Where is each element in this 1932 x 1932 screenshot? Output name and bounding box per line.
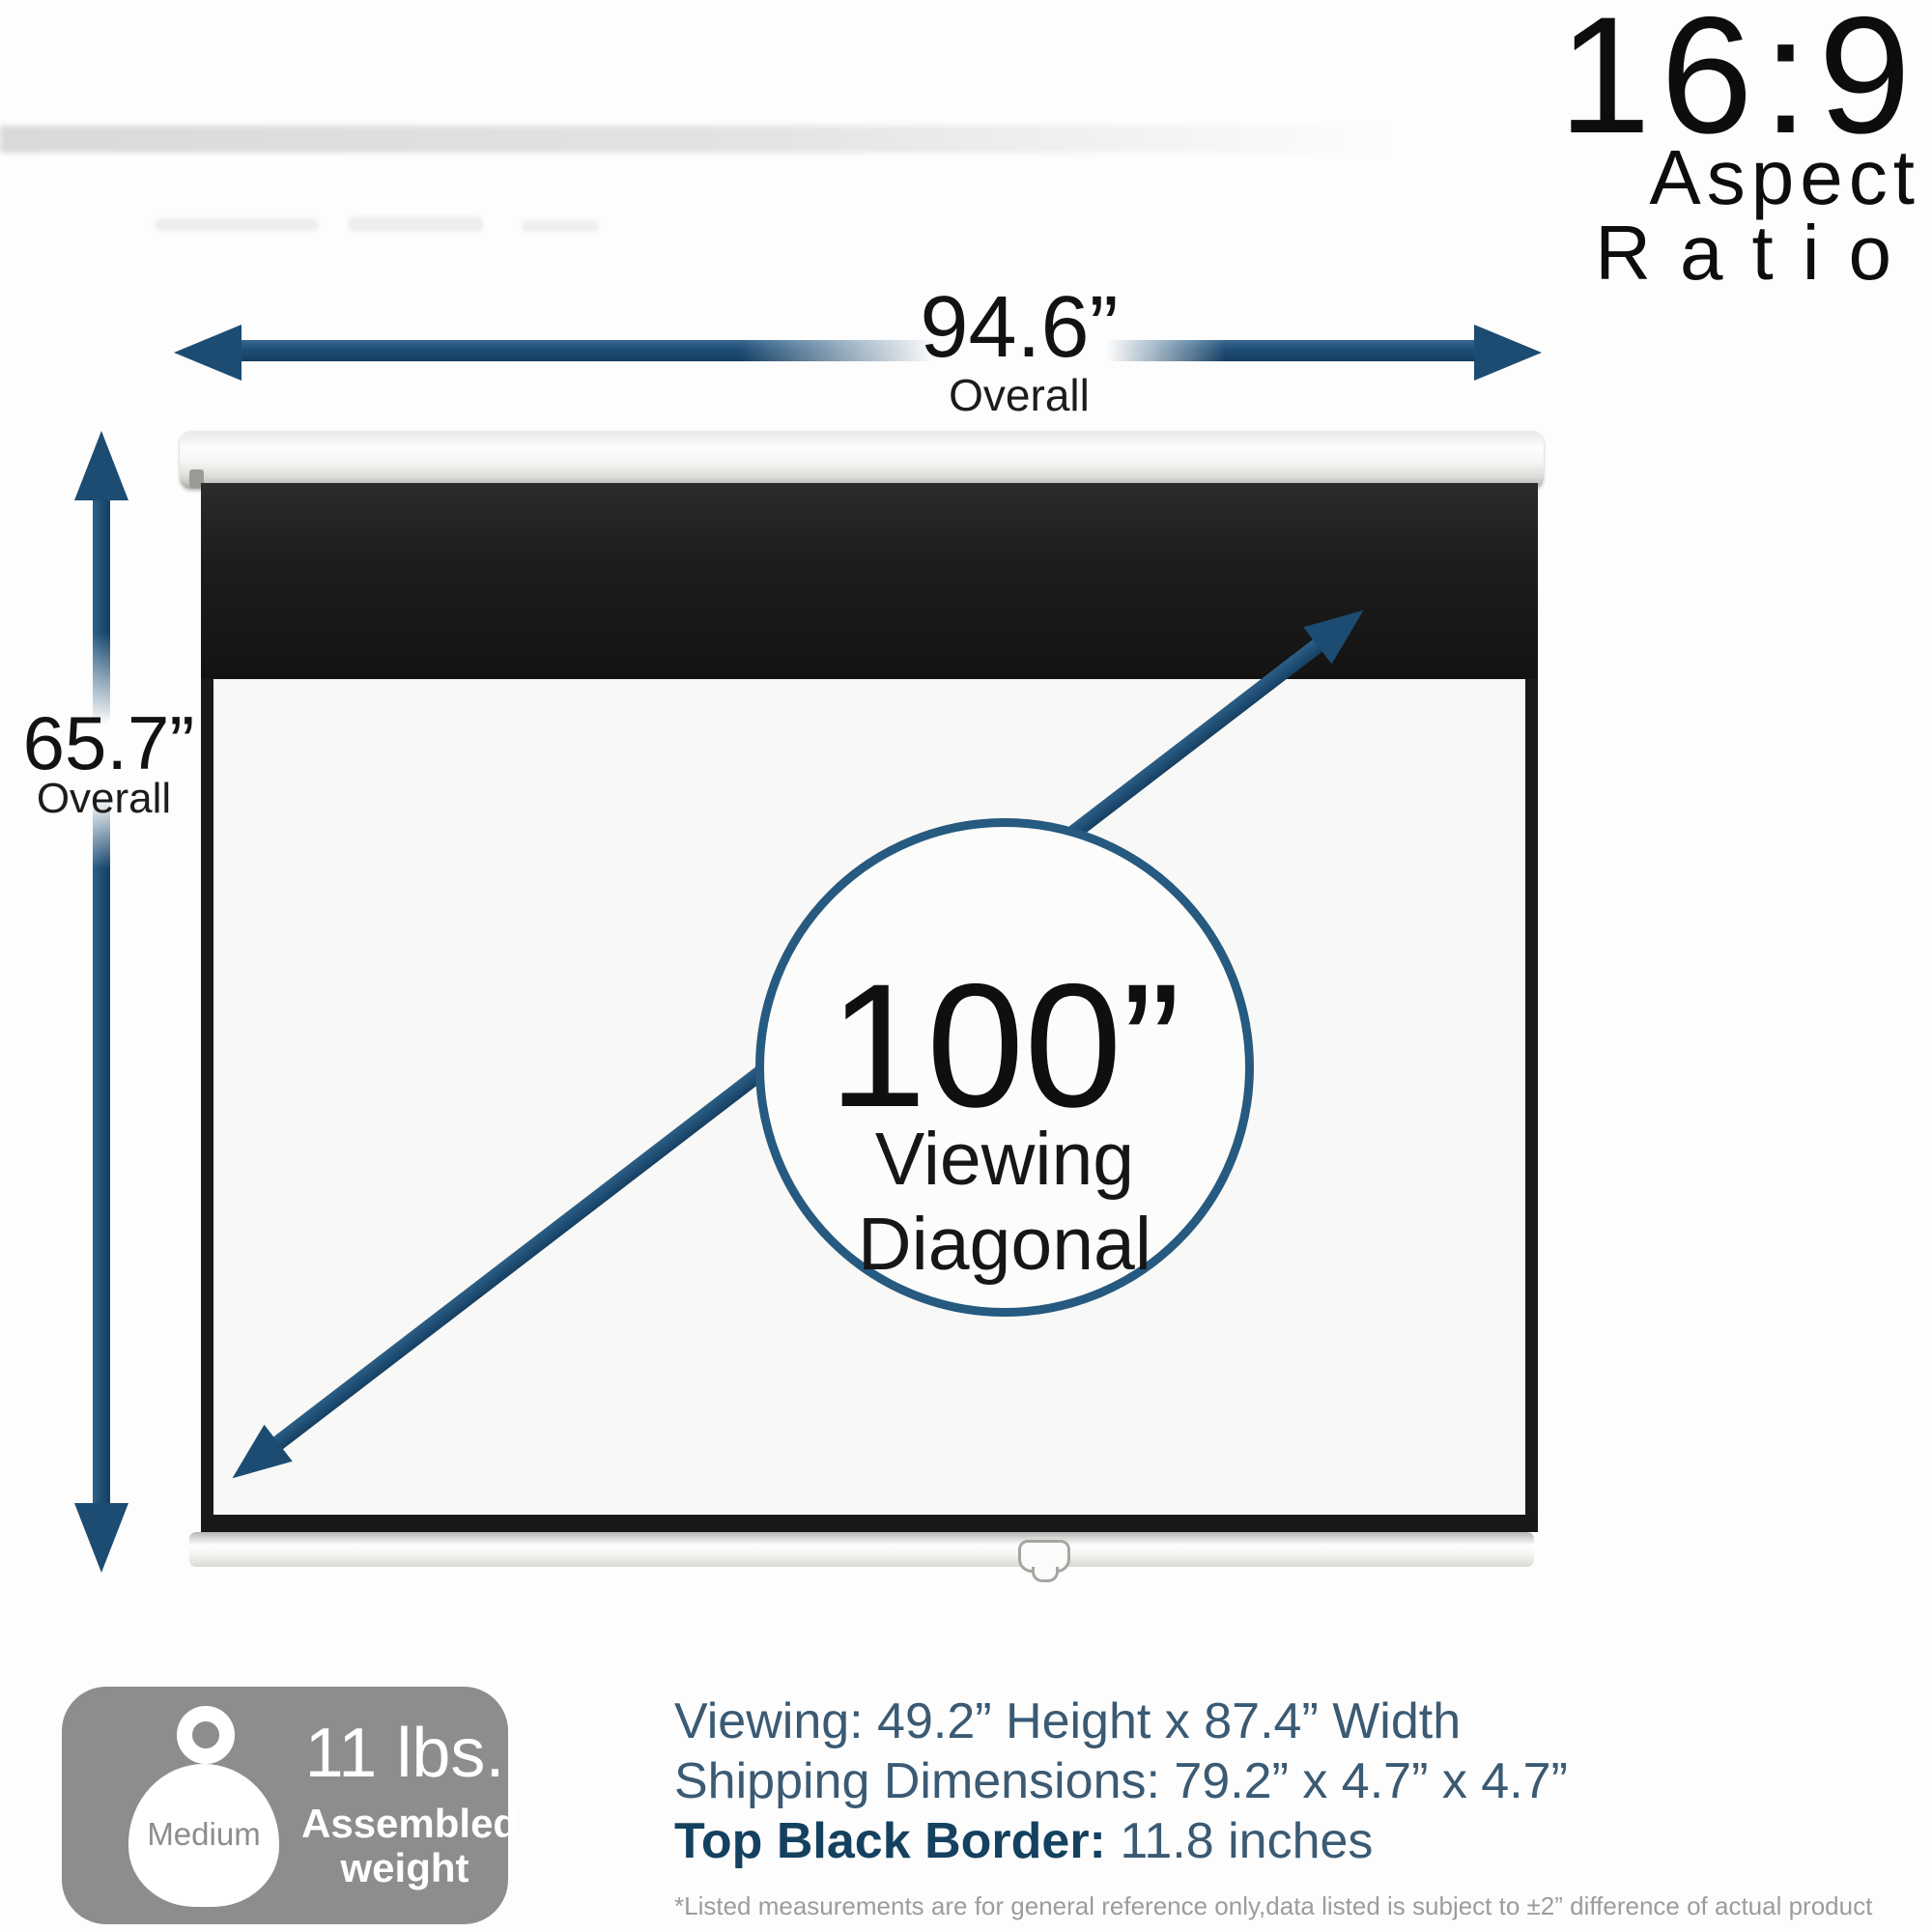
viewing-diagonal-word-diagonal: Diagonal bbox=[858, 1203, 1151, 1286]
viewing-diagonal-circle: 100” Viewing Diagonal bbox=[755, 818, 1254, 1317]
width-arrow-right-head-icon bbox=[1474, 325, 1542, 381]
height-arrow-shaft-bottom bbox=[93, 798, 110, 1503]
weight-kettlebell-body-icon bbox=[128, 1764, 279, 1907]
weight-sublabel-weight: weight bbox=[340, 1845, 469, 1890]
width-arrow-shaft-left bbox=[238, 340, 935, 361]
background-smudge bbox=[348, 216, 483, 232]
overall-width-label: Overall bbox=[949, 370, 1090, 420]
weight-kettlebell-icon bbox=[177, 1706, 235, 1764]
aspect-ratio-value: 16:9 bbox=[1558, 0, 1920, 168]
aspect-ratio-word-aspect: Aspect bbox=[1649, 134, 1920, 220]
background-gray-band bbox=[0, 126, 1507, 153]
overall-height-value: 65.7” bbox=[22, 700, 195, 785]
width-arrow-left-head-icon bbox=[174, 325, 242, 381]
weight-value: 11 lbs. bbox=[304, 1715, 505, 1792]
spec-top-black-border-value: 11.8 inches bbox=[1120, 1813, 1374, 1869]
background-smudge bbox=[155, 218, 319, 231]
viewing-diagonal-value: 100” bbox=[828, 947, 1181, 1144]
background-smudge bbox=[522, 220, 599, 232]
spec-top-black-border-label: Top Black Border: bbox=[674, 1813, 1106, 1869]
assembled-weight-badge: Medium 11 lbs. Assembled weight bbox=[62, 1687, 519, 1924]
overall-width-value: 94.6” bbox=[920, 279, 1119, 376]
viewing-diagonal-word-viewing: Viewing bbox=[874, 1118, 1135, 1202]
screen-bottom-black-strip bbox=[201, 1515, 1538, 1532]
height-arrow-up-head-icon bbox=[74, 431, 128, 500]
weight-size-label: Medium bbox=[147, 1816, 261, 1852]
screen-pull-handle-tab bbox=[1032, 1567, 1059, 1582]
aspect-ratio-word-ratio: Ratio bbox=[1595, 210, 1920, 296]
screen-housing-end-notch bbox=[189, 469, 204, 488]
height-arrow-shaft-top bbox=[93, 495, 110, 724]
spec-shipping-dimensions: Shipping Dimensions: 79.2” x 4.7” x 4.7” bbox=[674, 1753, 1568, 1809]
measurement-disclaimer: *Listed measurements are for general ref… bbox=[674, 1891, 1873, 1920]
spec-viewing-dimensions: Viewing: 49.2” Height x 87.4” Width bbox=[674, 1693, 1462, 1749]
height-arrow-down-head-icon bbox=[74, 1503, 128, 1573]
width-arrow-shaft-right bbox=[1107, 340, 1478, 361]
spec-top-black-border: Top Black Border: 11.8 inches bbox=[674, 1812, 1373, 1870]
screen-housing-bar bbox=[180, 431, 1544, 489]
screen-left-black-edge bbox=[201, 679, 213, 1515]
weight-sublabel-assembled: Assembled bbox=[301, 1801, 519, 1846]
screen-bottom-slat-bar bbox=[189, 1532, 1534, 1567]
screen-right-black-edge bbox=[1525, 679, 1538, 1515]
overall-height-label: Overall bbox=[36, 775, 172, 822]
